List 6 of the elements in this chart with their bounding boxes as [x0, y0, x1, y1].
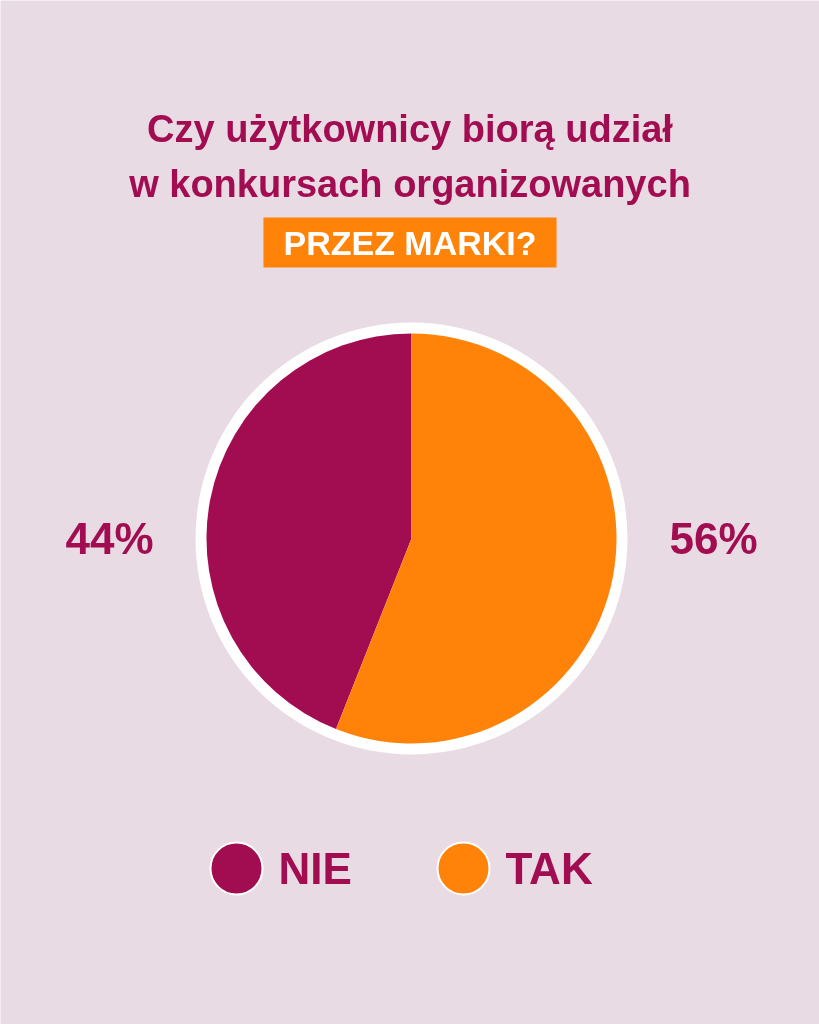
- data-label: 44%: [65, 514, 154, 563]
- chart-subtitle: PRZEZ MARKI?: [283, 223, 537, 262]
- data-label: 56%: [669, 514, 758, 563]
- chart-title: Czy użytkownicy biorą udział w konkursach organizowanych: [128, 107, 691, 205]
- legend-label: TAK: [505, 844, 593, 893]
- legend-label: NIE: [278, 844, 352, 893]
